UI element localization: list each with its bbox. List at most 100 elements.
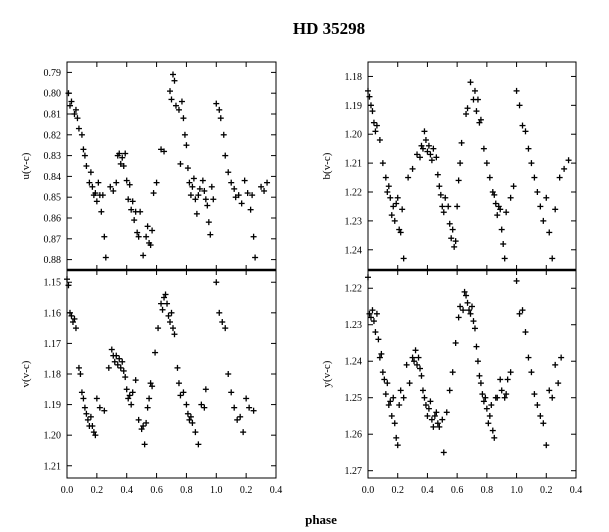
data-point	[419, 145, 426, 152]
data-point	[491, 434, 498, 441]
data-point	[528, 369, 535, 376]
y-tick-label-u: 0.80	[44, 89, 62, 100]
y-tick-label-u: 0.81	[44, 110, 62, 121]
data-point	[519, 307, 526, 314]
data-point	[187, 413, 194, 420]
data-point	[522, 329, 529, 336]
data-point	[378, 350, 385, 357]
data-point	[78, 131, 85, 138]
data-point	[457, 160, 464, 167]
chart-title: HD 35298	[293, 19, 365, 38]
data-point	[243, 395, 250, 402]
data-point	[391, 217, 398, 224]
data-point	[249, 192, 256, 199]
plot-frame-y	[367, 269, 577, 479]
data-point	[202, 386, 209, 393]
data-point	[149, 227, 156, 234]
data-point	[540, 217, 547, 224]
data-point	[369, 108, 376, 115]
data-point	[388, 412, 395, 419]
data-point	[216, 309, 223, 316]
data-point	[385, 402, 392, 409]
x-tick-label-y: 1.0	[510, 485, 523, 496]
x-tick-label-y: 0.2	[391, 485, 404, 496]
data-point	[89, 183, 96, 190]
data-point	[140, 252, 147, 259]
data-point	[412, 347, 419, 354]
x-tick-label-v: 0.2	[240, 485, 253, 496]
data-point	[400, 394, 407, 401]
data-point	[205, 219, 212, 226]
data-point	[370, 318, 377, 325]
data-point	[128, 206, 135, 213]
data-point	[391, 420, 398, 427]
data-point	[446, 387, 453, 394]
data-point	[409, 354, 416, 361]
data-point	[138, 426, 145, 433]
data-point	[195, 441, 202, 448]
data-point	[128, 401, 135, 408]
data-point	[86, 179, 93, 186]
data-point	[81, 152, 88, 159]
data-point	[175, 380, 182, 387]
data-point	[452, 339, 459, 346]
data-point	[537, 412, 544, 419]
data-point	[519, 122, 526, 129]
y-tick-label-v: 1.16	[44, 308, 62, 319]
data-point	[373, 310, 380, 317]
data-point	[397, 229, 404, 236]
y-axis-label-v: v(v-c)	[20, 360, 32, 387]
data-point	[399, 206, 406, 213]
y-tick-label-u: 0.84	[44, 172, 62, 183]
y-tick-label-u: 0.82	[44, 130, 62, 141]
data-point	[87, 169, 94, 176]
data-point	[556, 174, 563, 181]
data-point	[494, 394, 501, 401]
data-point	[113, 179, 120, 186]
data-point	[95, 179, 102, 186]
data-point	[183, 401, 190, 408]
data-point	[125, 395, 132, 402]
data-point	[122, 150, 129, 157]
data-point	[464, 299, 471, 306]
data-point	[482, 394, 489, 401]
plot-frame-u	[66, 61, 277, 271]
data-point	[72, 325, 79, 332]
data-point	[210, 196, 217, 203]
data-point	[464, 105, 471, 112]
data-point	[195, 192, 202, 199]
data-point	[477, 116, 484, 123]
data-point	[84, 416, 91, 423]
data-point	[66, 309, 73, 316]
data-point	[503, 209, 510, 216]
data-point	[430, 145, 437, 152]
data-point	[135, 233, 142, 240]
data-point	[427, 398, 434, 405]
data-point	[168, 96, 175, 103]
data-point	[134, 229, 141, 236]
data-point	[486, 174, 493, 181]
data-point	[455, 177, 462, 184]
data-point	[202, 196, 209, 203]
data-point	[105, 364, 112, 371]
data-point	[107, 183, 114, 190]
data-point	[424, 412, 431, 419]
data-point	[405, 174, 412, 181]
data-point	[507, 194, 514, 201]
y-tick-label-b: 1.18	[345, 72, 363, 83]
data-point	[168, 309, 175, 316]
data-point	[466, 307, 473, 314]
data-point	[144, 223, 151, 230]
y-tick-label-u: 0.85	[44, 193, 62, 204]
y-tick-label-v: 1.20	[44, 431, 62, 442]
data-point	[92, 190, 99, 197]
data-point	[143, 419, 150, 426]
data-point	[181, 131, 188, 138]
data-point	[235, 192, 242, 199]
x-axis-label: phase	[305, 512, 337, 527]
data-point	[525, 145, 532, 152]
data-point	[379, 369, 386, 376]
data-point	[171, 77, 178, 84]
data-point	[246, 404, 253, 411]
data-point	[365, 274, 371, 281]
